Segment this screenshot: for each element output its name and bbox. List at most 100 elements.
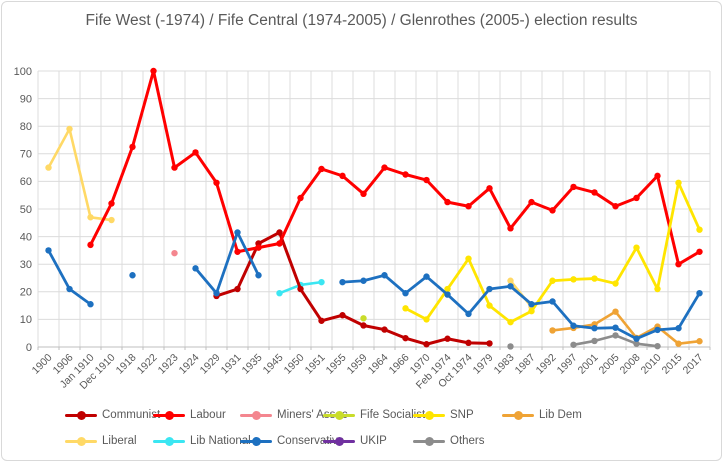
data-point-others	[507, 343, 514, 350]
data-point-liberal	[108, 216, 115, 224]
data-point-labour	[486, 185, 493, 192]
data-point-labour	[591, 189, 598, 196]
series-line-labour	[89, 69, 701, 266]
data-point-conservative	[549, 298, 556, 305]
data-point-conservative	[591, 325, 598, 332]
data-point-snp	[612, 280, 619, 287]
y-axis-tick-label: 70	[20, 149, 32, 161]
y-axis-tick-label: 30	[20, 259, 32, 271]
x-axis-tick-label: 1945	[261, 352, 286, 377]
data-point-communist	[234, 285, 241, 293]
data-point-conservative	[696, 289, 703, 297]
data-point-snp	[654, 285, 661, 293]
data-point-conservative	[675, 325, 682, 332]
x-axis-tick-label: 2015	[660, 352, 685, 377]
data-point-labour	[402, 171, 409, 178]
data-point-communist	[423, 341, 430, 348]
data-point-labour	[87, 241, 94, 249]
data-point-labour	[171, 164, 178, 171]
data-point-liberal	[507, 277, 514, 284]
data-point-labour	[381, 164, 388, 171]
data-point-labour	[339, 172, 346, 180]
x-axis-tick-label: 1964	[366, 352, 391, 377]
series-line-conservative	[342, 273, 701, 341]
data-point-communist	[276, 229, 283, 236]
data-point-conservative	[402, 289, 409, 297]
data-point-others	[570, 341, 577, 348]
data-point-snp	[591, 275, 598, 282]
x-axis-tick-label: 1987	[513, 352, 538, 377]
data-point-communist	[465, 339, 472, 347]
x-axis-tick-label: 1922	[135, 352, 160, 377]
data-point-miners-assoc	[171, 249, 178, 257]
data-point-lib-dem	[612, 308, 619, 315]
y-axis-tick-label: 0	[26, 342, 32, 354]
x-axis-tick-label: 1924	[177, 352, 202, 377]
data-point-lib-national	[318, 278, 325, 286]
data-point-snp	[549, 277, 556, 284]
data-point-conservative	[66, 285, 73, 293]
x-axis-tick-label: 1900	[30, 352, 55, 377]
data-point-labour	[654, 172, 661, 180]
series-line-liberal	[47, 127, 112, 222]
x-axis-tick-label: 1935	[240, 352, 265, 377]
y-axis-tick-label: 60	[20, 176, 32, 188]
data-point-conservative	[45, 247, 52, 254]
x-axis-tick-label: 2005	[597, 352, 622, 377]
data-point-labour	[192, 149, 199, 156]
data-point-snp	[465, 255, 472, 262]
data-point-snp	[675, 179, 682, 186]
data-point-labour	[255, 244, 262, 251]
data-point-others	[654, 342, 661, 350]
data-point-labour	[549, 207, 556, 214]
data-point-labour	[612, 203, 619, 210]
x-axis-tick-label: 1951	[303, 352, 328, 377]
x-axis-tick-label: 2017	[681, 352, 706, 377]
data-point-conservative	[255, 272, 262, 279]
data-point-lib-dem	[696, 338, 703, 345]
x-axis-tick-label: 1929	[198, 352, 223, 377]
data-point-labour	[570, 183, 577, 191]
data-point-snp	[633, 244, 640, 251]
x-axis-tick-label: 1992	[534, 352, 559, 377]
data-point-communist	[339, 312, 346, 319]
data-point-conservative	[360, 277, 367, 284]
x-axis-tick-label: 1997	[555, 352, 580, 377]
data-point-labour	[234, 248, 241, 255]
data-point-conservative	[486, 285, 493, 293]
x-axis-tick-label: 1931	[219, 352, 244, 377]
chart-title: Fife West (-1974) / Fife Central (1974-2…	[85, 12, 638, 29]
series-line-communist	[216, 230, 490, 346]
data-point-snp	[696, 226, 703, 233]
data-point-snp	[486, 302, 493, 309]
data-point-labour	[150, 67, 157, 75]
data-point-communist	[402, 334, 409, 342]
data-point-conservative	[444, 291, 451, 298]
data-point-conservative	[423, 273, 430, 280]
data-point-snp	[507, 318, 514, 326]
data-point-liberal	[87, 214, 94, 221]
data-point-labour	[444, 198, 451, 206]
data-point-labour	[276, 240, 283, 247]
data-point-others	[591, 337, 598, 345]
data-point-snp	[423, 316, 430, 323]
series-line-conservative	[47, 249, 92, 306]
data-point-labour	[528, 198, 535, 206]
x-axis-tick-label: 1979	[471, 352, 496, 377]
data-point-communist	[486, 340, 493, 347]
x-axis-tick-label: 1959	[345, 352, 370, 377]
data-point-conservative	[87, 301, 94, 308]
data-point-conservative	[507, 283, 514, 290]
series-line-conservative	[194, 231, 260, 295]
data-point-labour	[633, 194, 640, 202]
data-point-lib-dem	[675, 340, 682, 347]
x-axis-tick-label: 2001	[576, 352, 601, 377]
data-point-labour	[129, 143, 136, 151]
data-point-communist	[360, 322, 367, 329]
data-point-conservative	[654, 326, 661, 334]
y-axis-tick-label: 50	[20, 204, 32, 216]
x-axis-tick-label: 1983	[492, 352, 517, 377]
x-axis-tick-label: 1923	[156, 352, 181, 377]
data-point-conservative	[465, 310, 472, 318]
y-axis-tick-label: 80	[20, 121, 32, 133]
